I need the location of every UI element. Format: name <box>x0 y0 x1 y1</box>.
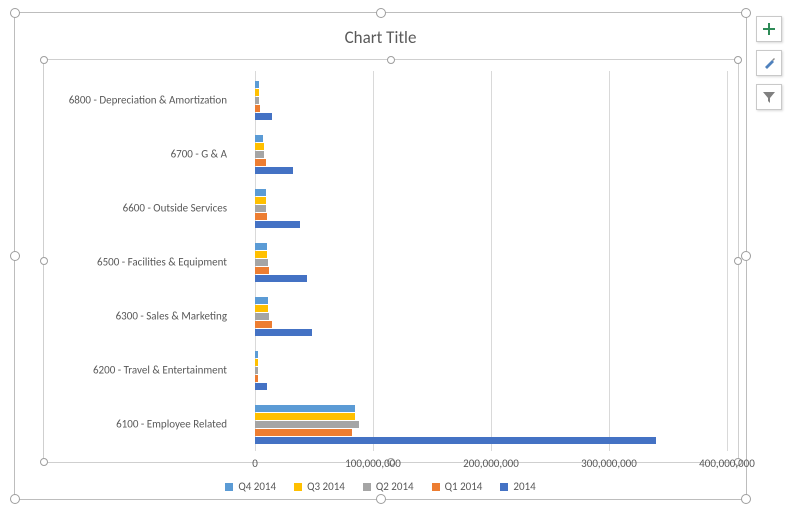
plot-handle-tr[interactable] <box>734 56 742 64</box>
bar[interactable] <box>255 375 258 382</box>
plot-area[interactable]: 0100,000,000200,000,000300,000,000400,00… <box>255 71 727 451</box>
category-label: 6700 - G & A <box>7 148 227 161</box>
funnel-icon <box>762 90 776 104</box>
category-label: 6500 - Facilities & Equipment <box>7 256 227 269</box>
bar[interactable] <box>255 135 263 142</box>
chart-title[interactable]: Chart Title <box>15 27 746 48</box>
x-tick-label: 0 <box>252 457 258 470</box>
plot-handle-tl[interactable] <box>40 56 48 64</box>
legend-item[interactable]: Q1 2014 <box>432 480 483 493</box>
plot-handle-bl[interactable] <box>40 458 48 466</box>
gridline <box>727 71 728 451</box>
category-label: 6200 - Travel & Entertainment <box>7 364 227 377</box>
bar[interactable] <box>255 113 272 120</box>
bar[interactable] <box>255 243 267 250</box>
bar[interactable] <box>255 421 359 428</box>
bar[interactable] <box>255 97 259 104</box>
bar[interactable] <box>255 405 355 412</box>
bar[interactable] <box>255 437 656 444</box>
bar[interactable] <box>255 359 258 366</box>
bar[interactable] <box>255 167 293 174</box>
resize-handle-t[interactable] <box>376 8 386 18</box>
x-tick-label: 300,000,000 <box>581 457 637 470</box>
bar[interactable] <box>255 89 259 96</box>
x-tick-label: 200,000,000 <box>463 457 519 470</box>
chart-filter-button[interactable] <box>756 84 782 110</box>
legend-swatch <box>500 483 508 491</box>
bar[interactable] <box>255 297 268 304</box>
chart-styles-button[interactable] <box>756 50 782 76</box>
bar[interactable] <box>255 81 259 88</box>
chart-object[interactable]: Chart Title 0100,000,000200,000,000300,0… <box>14 12 747 500</box>
bar[interactable] <box>255 221 300 228</box>
bar[interactable] <box>255 413 355 420</box>
bar[interactable] <box>255 159 266 166</box>
category-label: 6600 - Outside Services <box>7 202 227 215</box>
plot-handle-t[interactable] <box>387 56 395 64</box>
legend-label: Q3 2014 <box>307 480 345 493</box>
legend-swatch <box>225 483 233 491</box>
legend-label: Q1 2014 <box>445 480 483 493</box>
bar[interactable] <box>255 429 352 436</box>
resize-handle-br[interactable] <box>741 494 751 504</box>
bar[interactable] <box>255 267 269 274</box>
legend-label: Q4 2014 <box>238 480 276 493</box>
bar[interactable] <box>255 143 264 150</box>
resize-handle-b[interactable] <box>376 494 386 504</box>
legend-label: Q2 2014 <box>376 480 414 493</box>
category-label: 6100 - Employee Related <box>7 418 227 431</box>
legend[interactable]: Q4 2014 Q3 2014 Q2 2014 Q1 2014 2014 <box>15 480 746 493</box>
bar[interactable] <box>255 259 268 266</box>
category-label: 6300 - Sales & Marketing <box>7 310 227 323</box>
legend-swatch <box>294 483 302 491</box>
bar[interactable] <box>255 197 266 204</box>
gridline <box>609 71 610 451</box>
bar[interactable] <box>255 189 266 196</box>
gridline <box>491 71 492 451</box>
legend-swatch <box>363 483 371 491</box>
legend-swatch <box>432 483 440 491</box>
resize-handle-bl[interactable] <box>10 494 20 504</box>
bar[interactable] <box>255 367 258 374</box>
bar[interactable] <box>255 321 272 328</box>
bar[interactable] <box>255 151 264 158</box>
bar[interactable] <box>255 251 267 258</box>
bar[interactable] <box>255 105 260 112</box>
chart-side-tools <box>756 16 782 110</box>
resize-handle-tr[interactable] <box>741 8 751 18</box>
brush-icon <box>762 56 776 70</box>
bar[interactable] <box>255 383 267 390</box>
bar[interactable] <box>255 313 269 320</box>
x-tick-label: 100,000,000 <box>345 457 401 470</box>
bar[interactable] <box>255 213 267 220</box>
x-tick-label: 400,000,000 <box>699 457 755 470</box>
bar[interactable] <box>255 351 258 358</box>
legend-item[interactable]: Q2 2014 <box>363 480 414 493</box>
legend-item[interactable]: 2014 <box>500 480 535 493</box>
legend-label: 2014 <box>513 480 535 493</box>
bar[interactable] <box>255 329 312 336</box>
plus-icon <box>762 22 776 36</box>
gridline <box>373 71 374 451</box>
category-label: 6800 - Depreciation & Amortization <box>7 94 227 107</box>
chart-elements-button[interactable] <box>756 16 782 42</box>
bar[interactable] <box>255 205 266 212</box>
legend-item[interactable]: Q4 2014 <box>225 480 276 493</box>
resize-handle-r[interactable] <box>741 251 751 261</box>
resize-handle-tl[interactable] <box>10 8 20 18</box>
legend-item[interactable]: Q3 2014 <box>294 480 345 493</box>
bar[interactable] <box>255 275 307 282</box>
bar[interactable] <box>255 305 268 312</box>
